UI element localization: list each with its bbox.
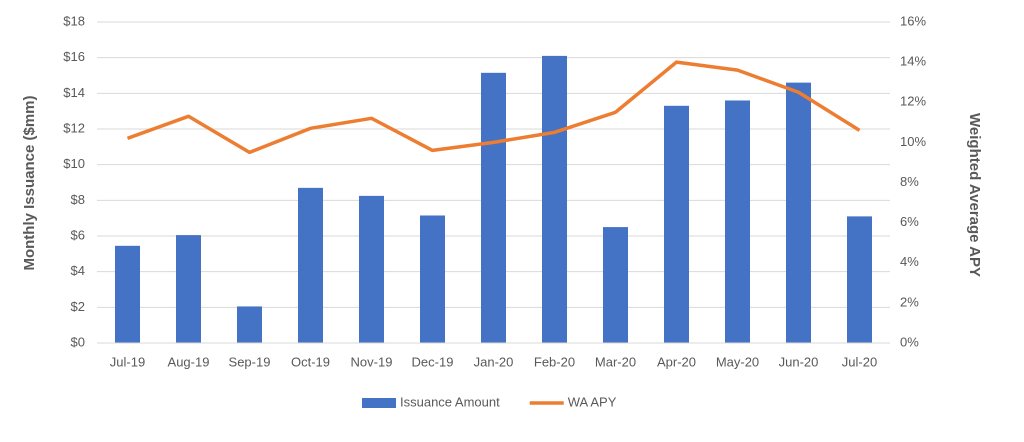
- y-tick-label: $14: [63, 85, 85, 100]
- legend-swatch: [362, 398, 396, 408]
- bar: [358, 195, 385, 343]
- y-tick-label: $16: [63, 49, 85, 64]
- x-tick-label: Jan-20: [474, 354, 514, 369]
- bar: [846, 216, 873, 343]
- bar: [297, 187, 324, 343]
- y-tick-label: $12: [63, 120, 85, 135]
- y2-tick-label: 2%: [900, 294, 919, 309]
- bar: [480, 72, 507, 343]
- bar: [419, 215, 446, 343]
- y2-tick-label: 10%: [900, 134, 926, 149]
- y2-tick-label: 4%: [900, 254, 919, 269]
- x-tick-label: Feb-20: [534, 354, 575, 369]
- x-tick-label: Mar-20: [595, 354, 636, 369]
- bar: [541, 55, 568, 344]
- y-axis-title: Monthly Issuance ($mm): [21, 95, 38, 270]
- y-tick-label: $10: [63, 156, 85, 171]
- x-tick-label: Jul-20: [842, 354, 877, 369]
- x-tick-label: Oct-19: [291, 354, 330, 369]
- x-tick-label: Apr-20: [657, 354, 696, 369]
- x-tick-label: May-20: [716, 354, 759, 369]
- y2-tick-label: 12%: [900, 94, 926, 109]
- x-tick-label: Jul-19: [110, 354, 145, 369]
- y-tick-label: $0: [71, 334, 85, 349]
- y2-tick-label: 0%: [900, 334, 919, 349]
- x-tick-label: Sep-19: [229, 354, 271, 369]
- line: [126, 60, 861, 155]
- bar: [724, 100, 751, 343]
- x-tick-label: Aug-19: [168, 354, 210, 369]
- bar: [236, 306, 263, 343]
- y-tick-label: $18: [63, 13, 85, 28]
- y-tick-label: $8: [71, 192, 85, 207]
- bar: [114, 245, 141, 343]
- y2-tick-label: 8%: [900, 174, 919, 189]
- y-tick-label: $6: [71, 227, 85, 242]
- y2-axis-title: Weighted Average APY: [966, 113, 983, 277]
- legend-label: WA APY: [568, 394, 617, 409]
- y-tick-label: $4: [71, 263, 85, 278]
- bar: [663, 105, 690, 343]
- bar: [602, 227, 629, 343]
- y2-tick-label: 14%: [900, 54, 926, 69]
- y-tick-label: $2: [71, 299, 85, 314]
- x-tick-label: Jun-20: [779, 354, 819, 369]
- bar: [175, 235, 202, 343]
- y2-tick-label: 16%: [900, 13, 926, 28]
- x-tick-label: Dec-19: [412, 354, 454, 369]
- legend-label: Issuance Amount: [400, 394, 500, 409]
- y2-tick-label: 6%: [900, 214, 919, 229]
- bar: [785, 82, 812, 343]
- x-tick-label: Nov-19: [351, 354, 393, 369]
